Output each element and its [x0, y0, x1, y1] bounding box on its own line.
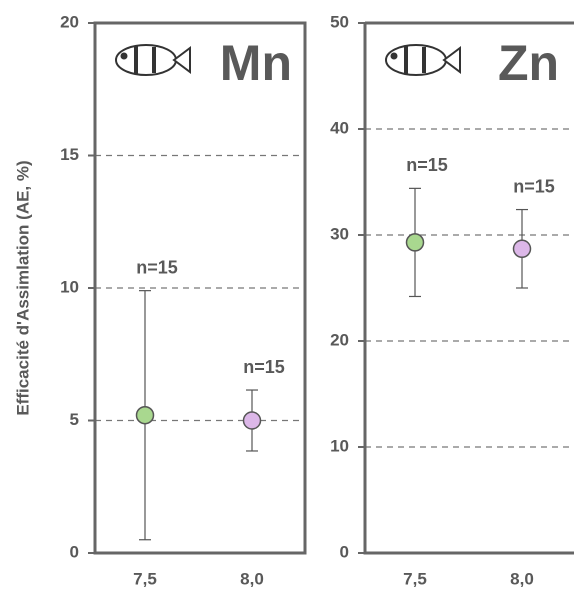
annotation: n=15 [406, 155, 448, 175]
y-tick-label: 30 [330, 224, 349, 243]
point [242, 411, 262, 430]
y-tick-label: 20 [330, 330, 349, 349]
y-tick-label: 15 [60, 145, 79, 164]
annotation: n=15 [243, 357, 285, 377]
y-tick-label: 5 [70, 410, 79, 429]
y-tick-label: 10 [330, 436, 349, 455]
y-tick-label: 0 [340, 542, 349, 561]
fish-icon [385, 44, 461, 76]
annotation: n=15 [136, 257, 178, 277]
y-tick-label: 0 [70, 542, 79, 561]
point [405, 233, 425, 252]
x-tick-label: 8,0 [510, 569, 534, 588]
y-axis-label: Efficacité d'Assimlation (AE, %) [13, 160, 32, 415]
plot-frame [363, 21, 574, 555]
point [135, 405, 155, 425]
y-tick-label: 40 [330, 118, 349, 137]
x-tick-label: 8,0 [240, 569, 264, 588]
fish-icon [115, 44, 191, 76]
panel-title: Mn [220, 35, 292, 91]
panel-title: Zn [498, 35, 559, 91]
plot-frame [93, 21, 307, 555]
x-tick-label: 7,5 [403, 569, 427, 588]
y-tick-label: 50 [330, 12, 349, 31]
y-tick-label: 20 [60, 12, 79, 31]
y-tick-label: 10 [60, 277, 79, 296]
x-tick-label: 7,5 [133, 569, 157, 588]
annotation: n=15 [513, 176, 555, 196]
point [512, 239, 532, 259]
